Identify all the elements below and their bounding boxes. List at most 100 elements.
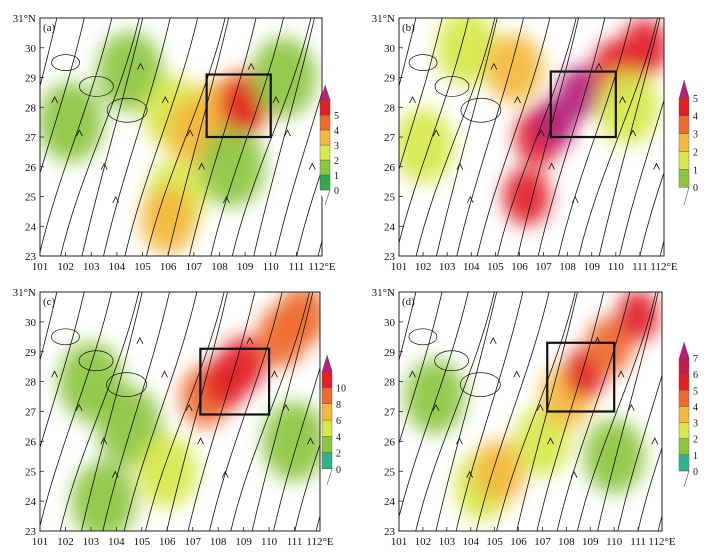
streamline bbox=[40, 18, 85, 175]
colorbar-tick-label: 0 bbox=[334, 186, 339, 197]
circulation-loop bbox=[106, 372, 147, 397]
colorbar-swatch bbox=[321, 452, 333, 469]
colorbar-extend-high bbox=[679, 79, 690, 99]
streamline bbox=[124, 18, 199, 256]
colorbar-tick-label: 2 bbox=[336, 449, 341, 460]
x-tick-label: 104 bbox=[462, 536, 479, 548]
streamline bbox=[639, 171, 664, 256]
y-tick-label: 31°N bbox=[372, 287, 395, 299]
streamline bbox=[103, 18, 171, 256]
streamline bbox=[40, 292, 85, 449]
colorbar-tick-label: 1 bbox=[693, 451, 698, 462]
x-tick-label: 109 bbox=[583, 261, 600, 273]
shading-cell bbox=[583, 418, 645, 494]
colorbar-swatch bbox=[321, 403, 333, 421]
streamline-arrow bbox=[653, 162, 660, 170]
x-tick-label: 112°E bbox=[306, 536, 333, 548]
x-tick-label: 107 bbox=[186, 261, 203, 273]
shading-cell bbox=[503, 167, 551, 226]
streamline-arrow bbox=[699, 338, 704, 344]
colorbar-extend-high bbox=[322, 354, 333, 372]
shading-layer bbox=[399, 18, 664, 226]
focus-box bbox=[549, 70, 617, 139]
streamline-arrow bbox=[466, 470, 474, 478]
streamline bbox=[475, 292, 550, 531]
circulation-loop bbox=[78, 350, 114, 372]
streamline bbox=[436, 18, 498, 256]
streamline-arrow bbox=[308, 162, 316, 170]
streamline bbox=[59, 292, 140, 531]
y-tick-label: 27 bbox=[25, 407, 37, 419]
map-panel-c: (c) 101 102 103 104 105 106 107 108 109 110 111 112°… bbox=[0, 277, 352, 554]
y-tick-label: 29 bbox=[25, 73, 37, 85]
streamline bbox=[399, 18, 417, 88]
streamline bbox=[517, 18, 579, 256]
shading-cell bbox=[621, 18, 664, 77]
y-tick-label: 24 bbox=[25, 496, 37, 508]
x-tick-label: 107 bbox=[184, 536, 201, 548]
x-tick-label: 110 bbox=[606, 536, 623, 548]
colorbar-tick-label: 4 bbox=[693, 402, 698, 413]
colorbar-tick-label: 4 bbox=[693, 112, 698, 123]
shading-cell bbox=[597, 69, 659, 145]
streamline bbox=[209, 292, 283, 531]
panel-label: (d) bbox=[402, 296, 415, 308]
y-tick-label: 29 bbox=[384, 73, 396, 85]
streamline-arrow bbox=[247, 62, 255, 70]
x-tick-label: 106 bbox=[511, 261, 528, 273]
circulation-loop bbox=[434, 350, 469, 372]
shading-cell bbox=[137, 434, 198, 509]
colorbar-tick-label: 5 bbox=[693, 386, 698, 397]
streamline-arrow bbox=[513, 370, 521, 378]
x-tick-label: 106 bbox=[510, 536, 527, 548]
x-tick-label: 112°E bbox=[650, 261, 677, 273]
streamline-arrow bbox=[185, 403, 193, 411]
streamline bbox=[102, 292, 170, 531]
x-tick-label: 108 bbox=[559, 261, 576, 273]
colorbar: 0 1 2 3 4 5 bbox=[319, 84, 339, 206]
streamline-arrow bbox=[282, 403, 290, 411]
map-panel-b: (b) 101 102 103 104 105 106 107 108 109 110 111 112°… bbox=[352, 0, 704, 277]
streamline bbox=[81, 292, 143, 531]
y-tick-label: 27 bbox=[25, 132, 37, 144]
streamline bbox=[253, 18, 315, 256]
streamline bbox=[294, 443, 320, 531]
streamline bbox=[60, 18, 140, 256]
y-tick-label: 31°N bbox=[372, 13, 395, 25]
circulation-loop bbox=[460, 97, 502, 123]
colorbar-swatch bbox=[678, 169, 690, 188]
streamline-arrow bbox=[409, 96, 416, 104]
streamline-arrow bbox=[100, 162, 108, 170]
colorbar-tick-label: 2 bbox=[334, 156, 339, 167]
colorbar-swatch bbox=[319, 174, 331, 191]
streamline bbox=[497, 18, 577, 256]
x-tick-label: 109 bbox=[235, 536, 252, 548]
streamline bbox=[415, 292, 495, 531]
shading-cell bbox=[262, 401, 320, 482]
colorbar-extend-low bbox=[679, 470, 690, 488]
x-tick-label: 105 bbox=[134, 261, 151, 273]
shading-cell bbox=[473, 439, 526, 503]
colorbar-tick-label: 7 bbox=[693, 354, 698, 365]
map-svg: (a)101 102 103 104 105 106 107 108 109 110 111 112°… bbox=[13, 13, 339, 273]
colorbar-tick-label: 1 bbox=[334, 171, 339, 182]
x-tick-label: 105 bbox=[486, 536, 503, 548]
x-tick-label: 112°E bbox=[308, 261, 335, 273]
x-tick-label: 102 bbox=[57, 536, 74, 548]
y-tick-label: 24 bbox=[384, 221, 396, 233]
x-tick-label: 111 bbox=[630, 536, 646, 548]
colorbar-extend-high bbox=[320, 84, 331, 101]
colorbar: 0 1 2 3 4 5 bbox=[678, 79, 698, 206]
x-tick-label: 101 bbox=[391, 261, 408, 273]
streamline-arrow bbox=[186, 129, 194, 137]
colorbar-extend-high bbox=[679, 341, 690, 359]
y-tick-label: 24 bbox=[25, 221, 37, 233]
colorbar-swatch bbox=[678, 97, 690, 116]
streamline-arrow bbox=[161, 370, 168, 378]
colorbar-tick-label: 2 bbox=[693, 435, 698, 446]
streamline bbox=[399, 292, 417, 363]
streamline-arrow bbox=[100, 437, 108, 445]
x-tick-label: 108 bbox=[210, 536, 227, 548]
streamline-arrow bbox=[432, 403, 440, 411]
streamline bbox=[123, 292, 198, 531]
